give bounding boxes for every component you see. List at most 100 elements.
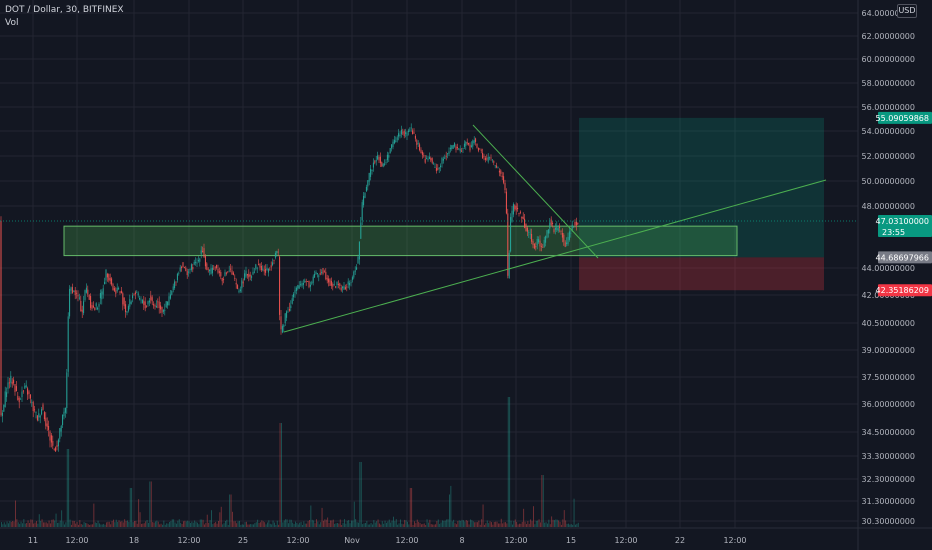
volume-bar [57,522,58,527]
volume-bar [373,520,375,527]
time-axis[interactable]: 11 12:00 18 12:00 25 12:00 Nov 12:00 8 12:00 15 12:… [28,536,747,545]
candle-body [105,269,107,281]
volume-bar [220,506,222,527]
volume-bar [264,522,266,527]
volume-bar [292,522,294,527]
candle-body [133,293,135,295]
volume-bar [199,519,201,527]
volume-bar [120,521,121,527]
candle-body [221,278,223,282]
candle-body [181,266,183,269]
volume-bar [52,519,54,527]
volume-bar [391,520,393,527]
candle-body [154,305,156,307]
candle-body [38,413,40,418]
price-tick-label: 60.00000000 [862,55,915,64]
volume-bar [279,423,281,527]
volume-bar [239,520,240,527]
volume-bar [542,475,544,527]
candle-body [423,155,425,157]
volume-bar [475,522,477,527]
volume-bar [12,521,14,527]
volume-bar [27,520,29,527]
candle-body [209,269,211,272]
candle-body [335,286,337,288]
volume-bar [24,523,26,527]
candle-body [49,431,51,441]
volume-bar [146,520,148,527]
volume-bar [538,519,540,527]
price-tick-label: 64.00000000 [862,9,915,18]
volume-bar [313,520,315,527]
volume-bar [468,524,470,527]
time-tick-label: 12:00 [65,536,88,545]
volume-bar [303,521,305,527]
candle-body [508,252,510,279]
volume-bar [377,519,379,527]
volume-bar [97,520,99,527]
candle-body [141,300,143,304]
candle-body [42,404,44,410]
volume-bar [86,523,88,527]
candle-body [461,150,463,152]
price-axis[interactable]: 64.00000000 62.00000000 60.00000000 58.0000… [862,9,915,526]
volume-bar [321,507,323,527]
volume-bar [324,519,326,527]
volume-bar [573,498,575,527]
candle-body [347,281,349,285]
volume-bar [90,524,92,527]
volume-bar [576,523,578,527]
candle-body [505,191,507,214]
volume-bar [283,520,285,527]
candle-body [273,260,275,261]
volume-bar [188,521,190,527]
volume-bar [526,524,527,527]
volume-bar [1,522,2,527]
candle-body [342,286,344,289]
candle-body [433,163,435,165]
volume-bar [432,524,434,527]
candle-body [574,222,576,226]
volume-bar [467,520,469,527]
volume-bar [358,522,359,527]
volume-bar [374,522,376,527]
volume-bar [150,481,152,527]
candle-body [517,207,519,209]
volume-bar [204,524,205,527]
volume-bar [379,523,380,527]
volume-bar [269,523,271,527]
candle-body [538,239,540,243]
candle-body [357,256,359,264]
candle-body [301,283,303,287]
long-position-target-zone [579,117,824,258]
volume-bar [570,524,572,527]
candle-body [41,409,43,415]
volume-bar [548,519,550,527]
candle-body [462,148,464,149]
candle-body [130,301,132,304]
candle-body [346,286,348,288]
volume-bar [524,521,526,527]
volume-bar [346,520,348,527]
candle-body [67,316,69,372]
candle-body [231,270,233,275]
candle-body [106,273,108,278]
volume-bar [328,523,330,527]
volume-bar [422,523,424,527]
candle-body [122,293,124,305]
volume-bar [425,525,427,527]
candle-body [330,280,332,286]
volume-bar [41,519,43,527]
candle-body [512,204,514,215]
volume-bar [451,521,453,527]
candle-body [300,284,302,286]
candle-body [564,242,566,247]
candle-body [171,290,173,295]
candle-body [218,271,220,273]
volume-bar [177,520,179,527]
candle-body [87,289,89,295]
currency-button[interactable]: USD [897,4,917,18]
candle-body [430,157,432,161]
volume-indicator-label[interactable]: Vol [5,18,19,28]
